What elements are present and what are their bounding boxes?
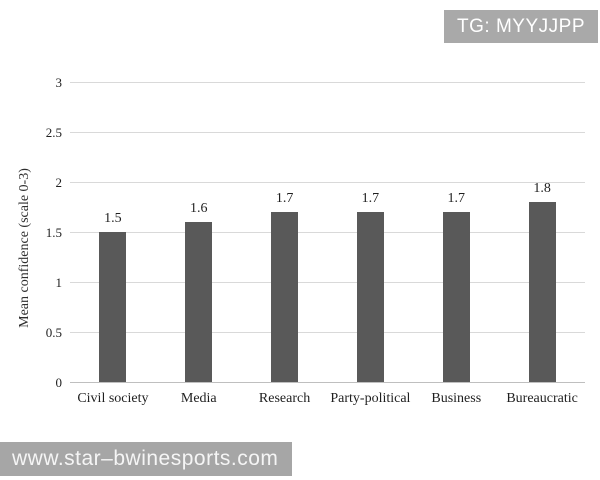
y-tick-label: 0 [55,374,63,390]
y-tick-label: 0.5 [45,324,62,340]
x-axis-line [70,382,585,383]
gridline [70,82,585,83]
x-category-label: Party-political [330,391,411,406]
x-category-label: Business [431,391,482,406]
bar-value-label: 1.7 [275,191,294,206]
y-axis-title: Mean confidence (scale 0-3) [17,168,32,328]
x-category-label: Media [180,391,217,406]
gridline [70,132,585,133]
gridline [70,182,585,183]
bar-value-label: 1.6 [190,201,208,216]
x-category-label: Civil society [77,391,149,406]
y-tick-label: 2 [55,174,63,190]
gridline [70,282,585,283]
tg-badge: TG: MYYJJPP [444,10,598,43]
y-tick-label: 1 [55,274,63,290]
gridline [70,232,585,233]
y-tick-label: 3 [55,74,63,90]
bar [99,232,127,382]
bar-value-label: 1.5 [104,211,122,226]
bar-value-label: 1.7 [447,191,466,206]
y-tick-label: 2.5 [45,124,62,140]
bar [356,212,384,382]
bar [528,202,556,382]
watermark-bar: www.star–bwinesports.com [0,442,293,476]
bar-value-label: 1.8 [533,181,551,196]
x-category-label: Bureaucratic [506,391,578,406]
y-tick-label: 1.5 [45,224,62,240]
bar [271,212,299,382]
bar [442,212,470,382]
bar [185,222,213,382]
gridline [70,332,585,333]
x-category-label: Research [258,391,311,406]
bar-value-label: 1.7 [361,191,380,206]
